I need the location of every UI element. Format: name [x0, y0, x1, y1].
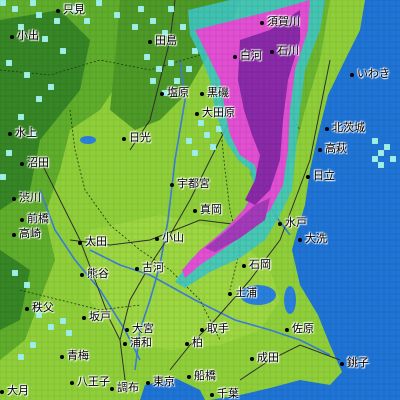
- city-label: 船橋: [194, 369, 216, 382]
- city-label: 千葉: [217, 387, 239, 400]
- city-marker: [270, 50, 274, 54]
- city-label: 大月: [7, 384, 29, 397]
- city-marker: [0, 390, 4, 394]
- city-label: 石岡: [249, 258, 271, 271]
- city-label: 須賀川: [267, 15, 300, 28]
- city-marker: [185, 342, 189, 346]
- city-marker: [125, 328, 129, 332]
- city-marker: [250, 357, 254, 361]
- city-label: 北茨城: [332, 121, 365, 134]
- city-marker: [285, 328, 289, 332]
- city-label: 小出: [17, 29, 39, 42]
- city-label: 水上: [15, 126, 37, 139]
- city-label: 熊谷: [87, 267, 109, 280]
- city-label: 日光: [129, 131, 151, 144]
- city-marker: [8, 132, 12, 136]
- city-label: 高萩: [325, 142, 347, 155]
- city-marker: [20, 162, 24, 166]
- city-label: 水戸: [285, 216, 307, 229]
- city-marker: [200, 328, 204, 332]
- city-label: 土浦: [235, 286, 257, 299]
- city-label: 佐原: [292, 322, 314, 335]
- city-label: 大宮: [132, 322, 154, 335]
- city-label: 成田: [257, 351, 279, 364]
- city-marker: [123, 342, 127, 346]
- city-label: 古河: [142, 261, 164, 274]
- city-label: 太田: [85, 235, 107, 248]
- city-label: 八王子: [77, 375, 110, 388]
- city-label: 渋川: [19, 191, 41, 204]
- city-label: いわき: [357, 67, 390, 80]
- city-marker: [233, 55, 237, 59]
- city-label: 塩原: [167, 86, 189, 99]
- city-marker: [80, 273, 84, 277]
- city-marker: [146, 381, 150, 385]
- city-label: 柏: [192, 336, 203, 349]
- city-marker: [350, 73, 354, 77]
- city-label: 日立: [313, 169, 335, 182]
- city-marker: [78, 241, 82, 245]
- city-marker: [160, 92, 164, 96]
- city-marker: [25, 307, 29, 311]
- city-marker: [170, 183, 174, 187]
- city-label: 大田原: [202, 106, 235, 119]
- city-marker: [82, 316, 86, 320]
- city-marker: [228, 292, 232, 296]
- city-label: 浦和: [130, 336, 152, 349]
- city-marker: [60, 355, 64, 359]
- city-marker: [260, 21, 264, 25]
- city-marker: [12, 197, 16, 201]
- city-label: 小山: [162, 231, 184, 244]
- city-marker: [193, 209, 197, 213]
- city-label: 秩父: [32, 301, 54, 314]
- city-marker: [56, 9, 60, 13]
- city-marker: [155, 237, 159, 241]
- city-marker: [70, 381, 74, 385]
- city-label: 真岡: [200, 203, 222, 216]
- city-label: 石川: [277, 44, 299, 57]
- city-label: 高崎: [19, 227, 41, 240]
- city-marker: [148, 40, 152, 44]
- city-marker: [278, 222, 282, 226]
- city-marker: [325, 127, 329, 131]
- city-marker: [195, 112, 199, 116]
- city-marker: [298, 238, 302, 242]
- city-label: 沼田: [27, 156, 49, 169]
- city-marker: [135, 267, 139, 271]
- city-label: 田島: [155, 34, 177, 47]
- city-label: 大洗: [305, 232, 327, 245]
- city-marker: [318, 148, 322, 152]
- city-marker: [122, 137, 126, 141]
- city-label: 坂戸: [89, 310, 111, 323]
- city-label: 調布: [117, 381, 139, 394]
- city-label: 白河: [240, 49, 262, 62]
- city-label: 只見: [63, 3, 85, 16]
- city-marker: [110, 387, 114, 391]
- city-label: 取手: [207, 322, 229, 335]
- city-label: 東京: [153, 375, 175, 388]
- city-marker: [20, 218, 24, 222]
- city-label: 宇都宮: [177, 177, 210, 190]
- city-marker: [10, 35, 14, 39]
- city-label: 青梅: [67, 349, 89, 362]
- city-marker: [210, 393, 214, 397]
- city-marker: [187, 375, 191, 379]
- city-label: 銚子: [347, 356, 369, 369]
- city-label: 前橋: [27, 212, 49, 225]
- city-label: 黒磯: [207, 86, 229, 99]
- city-marker: [12, 233, 16, 237]
- city-marker: [306, 175, 310, 179]
- city-marker: [200, 92, 204, 96]
- city-marker: [242, 264, 246, 268]
- city-marker: [340, 362, 344, 366]
